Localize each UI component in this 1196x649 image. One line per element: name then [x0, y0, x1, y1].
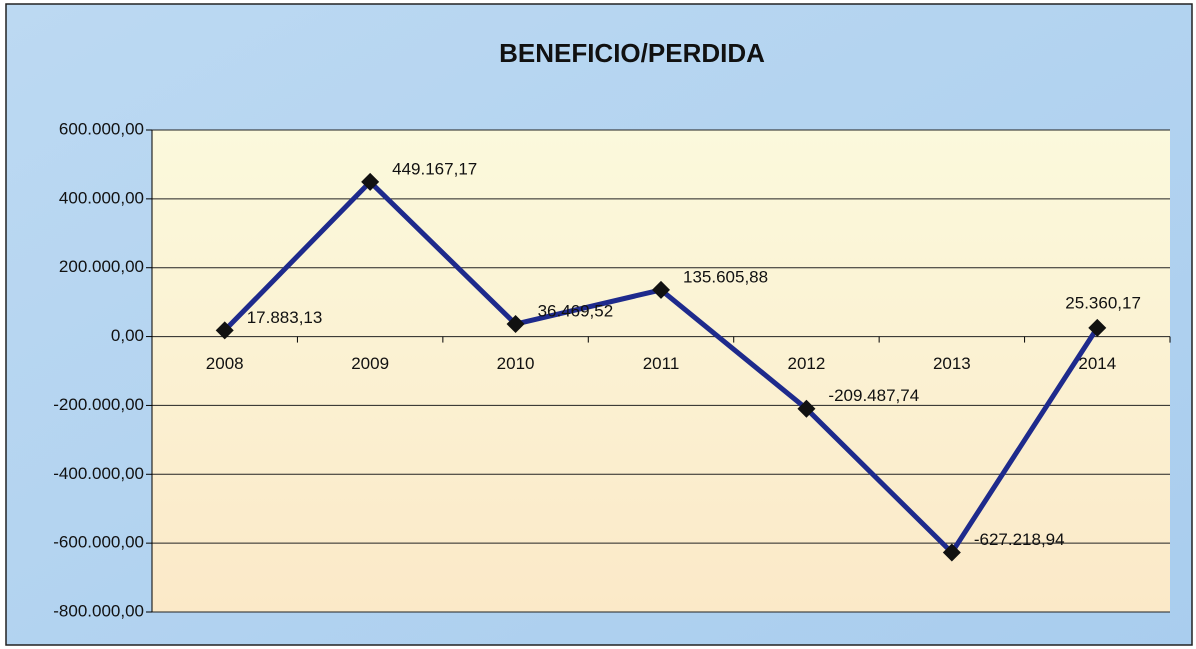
data-point — [361, 172, 380, 191]
x-tick-label: 2013 — [933, 354, 971, 373]
x-tick-label: 2011 — [643, 354, 680, 373]
data-point — [652, 280, 670, 299]
data-label: 449.167,17 — [392, 159, 477, 178]
y-tick-label: 0,00 — [111, 326, 144, 345]
x-tick-label: 2012 — [788, 354, 826, 373]
data-label: 36.469,52 — [538, 301, 614, 320]
data-point — [506, 315, 525, 334]
y-tick-label: -400.000,00 — [53, 464, 144, 483]
data-point — [797, 399, 816, 418]
y-tick-label: 400.000,00 — [59, 188, 144, 207]
x-tick-label: 2009 — [351, 354, 389, 373]
data-label: 25.360,17 — [1065, 293, 1141, 312]
data-point — [1088, 318, 1107, 337]
plot-area — [152, 130, 1170, 612]
chart-title: BENEFICIO/PERDIDA — [499, 38, 765, 68]
x-tick-label: 2014 — [1078, 354, 1116, 373]
y-tick-label: -800.000,00 — [53, 601, 144, 620]
y-tick-label: 200.000,00 — [59, 257, 144, 276]
x-tick-label: 2008 — [206, 354, 244, 373]
x-tick-label: 2010 — [497, 354, 535, 373]
y-tick-label: -600.000,00 — [53, 533, 144, 552]
data-label: -209.487,74 — [828, 386, 919, 405]
data-point — [215, 321, 234, 340]
data-label: 17.883,13 — [247, 308, 323, 327]
y-tick-label: -200.000,00 — [53, 395, 144, 414]
y-tick-label: 600.000,00 — [59, 119, 144, 138]
data-label: -627.218,94 — [974, 530, 1065, 549]
data-point — [942, 543, 961, 562]
data-label: 135.605,88 — [683, 267, 768, 286]
